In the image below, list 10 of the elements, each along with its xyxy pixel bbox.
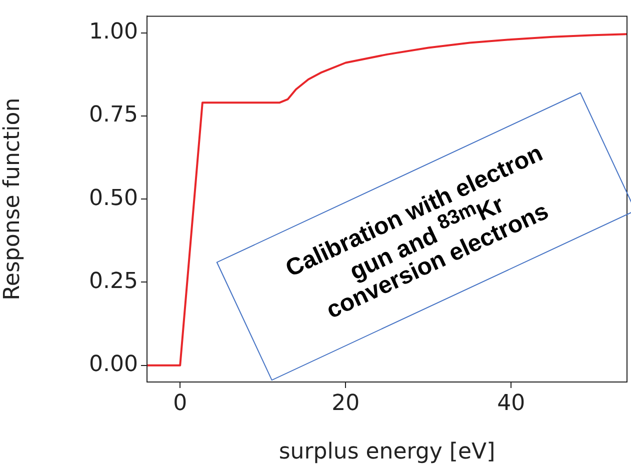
y-tick-label: 0.25 bbox=[89, 268, 138, 294]
y-tick-label: 1.00 bbox=[89, 20, 138, 45]
x-tick-label: 40 bbox=[497, 390, 526, 416]
y-tick-label: 0.75 bbox=[89, 102, 138, 128]
y-tick-label: 0.50 bbox=[89, 186, 138, 211]
x-tick-label: 20 bbox=[332, 390, 360, 416]
y-axis-title: Response function bbox=[0, 98, 25, 300]
x-tick-label: 0 bbox=[173, 390, 188, 416]
x-axis-title: surplus energy [eV] bbox=[278, 440, 496, 465]
y-tick-label: 0.00 bbox=[89, 352, 138, 378]
